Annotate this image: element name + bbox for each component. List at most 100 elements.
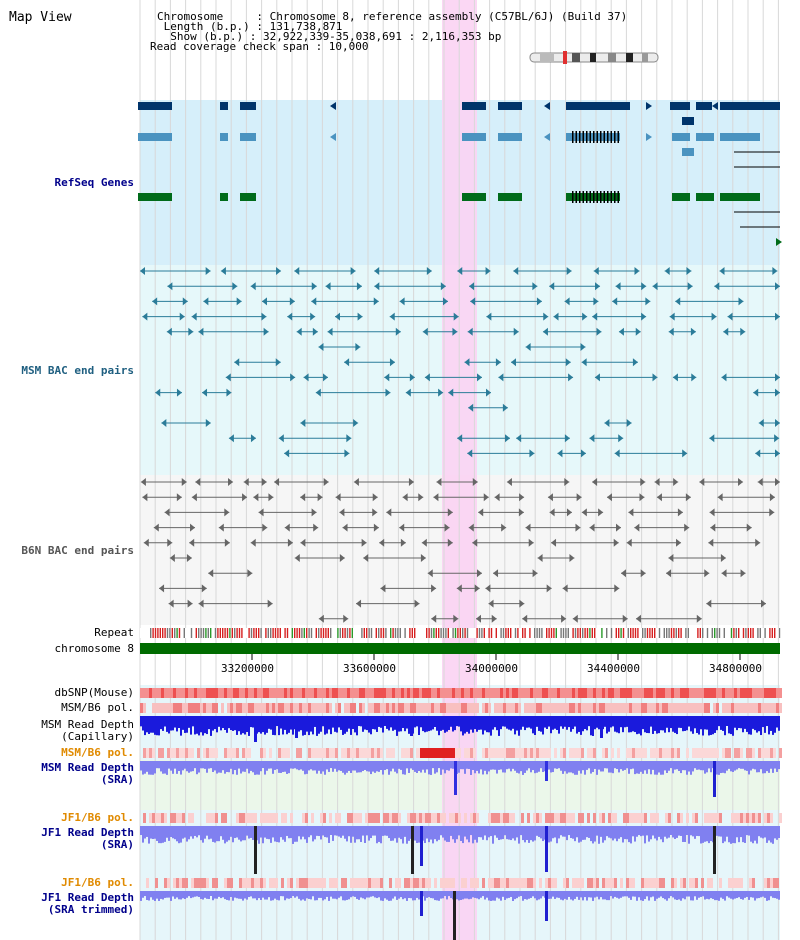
repeat-mark xyxy=(392,628,394,638)
heat-cell xyxy=(365,813,368,823)
depth-bar xyxy=(628,761,630,774)
depth-bar xyxy=(312,826,314,842)
refseq-genes-track[interactable] xyxy=(138,102,782,246)
heat-cell xyxy=(182,813,185,823)
heat-cell xyxy=(656,688,659,698)
chromosome-ideogram[interactable] xyxy=(529,51,659,64)
bac-end-marker xyxy=(774,434,780,443)
depth-bar xyxy=(542,761,544,772)
depth-bar xyxy=(646,826,648,836)
depth-bar xyxy=(684,826,686,842)
heat-cell xyxy=(209,688,212,698)
bac-end-marker xyxy=(167,538,173,547)
heat-cell xyxy=(569,813,572,823)
depth-bar xyxy=(176,826,178,842)
depth-bar xyxy=(692,891,694,901)
heat-cell xyxy=(500,813,503,823)
bac-end-marker xyxy=(203,297,209,306)
heat-cell xyxy=(485,688,488,698)
heat-cell xyxy=(644,813,647,823)
repeat-mark xyxy=(342,628,344,638)
heat-cell xyxy=(188,703,191,713)
depth-bar xyxy=(572,826,574,839)
depth-bar xyxy=(656,891,658,899)
heat-cell xyxy=(182,878,185,888)
depth-bar xyxy=(402,891,404,900)
depth-bar xyxy=(748,716,750,735)
repeat-mark xyxy=(702,628,704,638)
heat-cell xyxy=(407,748,410,758)
bac-end-marker xyxy=(580,449,586,458)
depth-bar xyxy=(386,761,388,770)
depth-bar xyxy=(246,826,248,836)
heat-cell xyxy=(539,688,542,698)
depth-bar xyxy=(690,826,692,836)
depth-bar xyxy=(364,891,366,900)
gene-strand-arrow xyxy=(330,102,336,110)
depth-bar xyxy=(246,716,248,733)
depth-bar xyxy=(746,761,748,771)
gene-block xyxy=(682,148,694,156)
heat-cell xyxy=(368,688,371,698)
b6n-bac-end-pairs-track[interactable] xyxy=(140,478,780,623)
dbsnp-track[interactable] xyxy=(140,688,782,698)
heat-cell xyxy=(653,813,656,823)
depth-bar xyxy=(206,826,208,836)
depth-bar xyxy=(674,716,676,733)
repeat-mark xyxy=(368,628,370,638)
depth-bar xyxy=(142,826,144,843)
jf1-read-depth-trimmed-track[interactable] xyxy=(140,891,780,940)
bac-end-marker xyxy=(746,523,752,532)
depth-bar xyxy=(416,761,418,774)
depth-bar xyxy=(382,761,384,775)
msm-b6-pol-track-1[interactable] xyxy=(140,703,782,713)
depth-bar xyxy=(528,891,530,899)
depth-bar xyxy=(338,891,340,898)
heat-cell xyxy=(512,703,515,713)
heat-cell xyxy=(707,703,710,713)
repeat-mark xyxy=(320,628,322,638)
depth-bar xyxy=(732,891,734,900)
bac-end-marker xyxy=(262,523,268,532)
heat-cell xyxy=(764,878,767,888)
bac-end-marker xyxy=(159,584,165,593)
depth-bar xyxy=(668,716,670,733)
heat-cell xyxy=(194,688,197,698)
chromosome-bar[interactable] xyxy=(140,643,780,654)
msm-read-depth-sra-track[interactable] xyxy=(140,761,780,797)
depth-bar xyxy=(440,761,442,775)
heat-cell xyxy=(350,703,353,713)
jf1-b6-pol-track-2[interactable] xyxy=(146,878,779,888)
jf1-read-depth-sra-track[interactable] xyxy=(140,826,780,874)
repeat-mark xyxy=(298,628,301,638)
heat-cell xyxy=(422,688,425,698)
depth-bar xyxy=(430,826,432,840)
jf1-b6-pol-track-1[interactable] xyxy=(143,813,782,823)
heat-cell xyxy=(743,813,746,823)
heat-cell xyxy=(458,703,461,713)
depth-bar xyxy=(720,826,722,837)
bac-end-marker xyxy=(656,493,662,502)
depth-bar xyxy=(146,826,148,837)
repeat-track[interactable] xyxy=(150,628,781,638)
depth-bar xyxy=(584,826,586,840)
depth-bar xyxy=(758,716,760,732)
depth-bar xyxy=(180,826,182,843)
heat-cell xyxy=(737,748,740,758)
heat-cell xyxy=(470,703,473,713)
msm-bac-end-pairs-track[interactable] xyxy=(140,267,780,458)
depth-bar xyxy=(682,716,684,732)
depth-bar xyxy=(326,891,328,897)
depth-bar xyxy=(146,891,148,901)
depth-bar xyxy=(462,716,464,736)
msm-read-depth-capillary-track[interactable] xyxy=(140,716,780,742)
depth-bar xyxy=(396,891,398,900)
depth-bar xyxy=(392,891,394,899)
heat-cell xyxy=(266,703,269,713)
depth-bar xyxy=(584,716,586,730)
gene-block xyxy=(220,193,228,201)
bac-end-marker xyxy=(669,312,675,321)
heat-cell xyxy=(299,688,302,698)
msm-b6-pol-track-2[interactable] xyxy=(143,748,782,758)
